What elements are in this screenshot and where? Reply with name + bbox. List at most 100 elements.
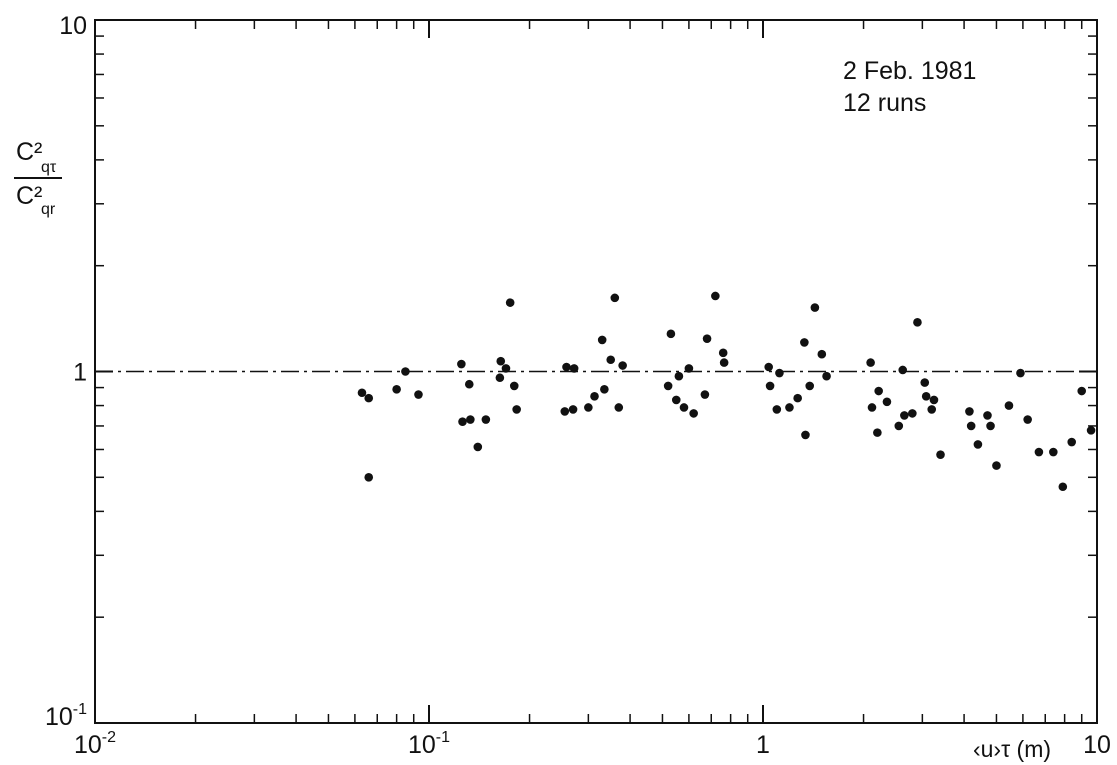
data-point — [874, 386, 883, 396]
data-point — [597, 335, 607, 345]
data-point — [481, 415, 491, 424]
data-point — [689, 409, 698, 418]
data-point — [674, 371, 684, 381]
data-point — [936, 450, 945, 459]
data-point — [684, 364, 694, 373]
data-point — [364, 393, 374, 403]
data-point — [775, 368, 784, 378]
data-point — [764, 362, 773, 372]
data-point — [584, 403, 593, 412]
annotation-runs: 12 runs — [843, 89, 926, 117]
data-point — [614, 403, 624, 412]
y-label-numerator-sub: qτ — [41, 159, 57, 176]
data-point — [466, 415, 475, 424]
data-point — [992, 461, 1001, 470]
data-point — [1034, 447, 1044, 457]
data-point — [509, 381, 519, 391]
data-point — [800, 338, 809, 347]
data-point — [392, 384, 401, 394]
data-point — [772, 405, 782, 414]
data-point — [873, 428, 882, 437]
data-point — [357, 388, 367, 398]
y-label-denominator-sub: qr — [41, 201, 56, 218]
data-point — [560, 407, 570, 416]
data-point — [610, 293, 620, 303]
data-point — [927, 405, 937, 414]
data-point — [921, 392, 931, 401]
x-axis-label: ‹u›τ (m) — [973, 736, 1051, 762]
data-point — [505, 298, 515, 307]
data-point — [965, 407, 974, 416]
data-point — [458, 417, 467, 426]
data-point — [702, 334, 712, 343]
data-point — [822, 371, 831, 381]
data-point — [719, 358, 729, 367]
data-point — [900, 411, 909, 420]
y-label-numerator: C² — [16, 138, 42, 166]
data-point — [700, 390, 710, 399]
data-point — [718, 348, 728, 358]
data-point — [618, 361, 627, 370]
data-point — [785, 403, 794, 412]
data-point — [913, 318, 922, 327]
data-point — [364, 473, 374, 482]
y-axis-label: C² qτ C² qr — [14, 138, 62, 218]
y-label-denominator: C² — [16, 182, 42, 210]
data-point — [1023, 415, 1032, 424]
data-points — [357, 291, 1096, 492]
x-tick-label: 10-2 — [74, 729, 116, 759]
data-point — [920, 378, 930, 387]
data-point — [569, 364, 579, 373]
y-tick-label: 1 — [73, 359, 87, 387]
data-point — [473, 442, 483, 452]
data-point — [805, 381, 815, 391]
data-point — [663, 381, 673, 391]
data-point — [908, 409, 917, 418]
data-point — [1077, 386, 1087, 396]
data-point — [600, 384, 609, 394]
data-point — [801, 430, 810, 440]
data-point — [457, 359, 466, 369]
data-point — [810, 303, 820, 312]
data-point — [1016, 368, 1025, 378]
data-point — [973, 440, 983, 449]
data-point — [1067, 437, 1077, 447]
minor-ticks — [95, 20, 1097, 723]
data-point — [671, 395, 681, 405]
data-point — [866, 358, 875, 367]
data-point — [495, 373, 505, 383]
data-point — [562, 362, 571, 372]
data-point — [894, 421, 904, 431]
x-tick-label: 10-1 — [408, 729, 450, 759]
data-point — [1086, 426, 1096, 435]
annotation-date: 2 Feb. 1981 — [843, 57, 976, 85]
data-point — [501, 364, 511, 373]
data-point — [606, 355, 616, 365]
data-point — [1004, 401, 1014, 410]
data-point — [496, 356, 506, 366]
data-point — [464, 379, 474, 389]
data-point — [898, 365, 908, 375]
data-point — [1049, 447, 1058, 457]
x-tick-label: 1 — [756, 731, 770, 759]
data-point — [1058, 482, 1068, 492]
data-point — [590, 392, 599, 401]
data-point — [711, 291, 720, 301]
y-tick-label: 10 — [59, 12, 87, 40]
data-point — [966, 421, 976, 431]
data-point — [867, 403, 877, 412]
data-point — [666, 329, 676, 339]
data-point — [817, 349, 827, 359]
data-point — [986, 421, 995, 431]
data-point — [568, 405, 578, 414]
data-point — [765, 381, 775, 391]
data-point — [882, 397, 892, 407]
data-point — [401, 367, 410, 376]
data-point — [983, 411, 992, 420]
y-tick-label: 10-1 — [45, 701, 87, 731]
x-tick-label: 10 — [1083, 731, 1111, 759]
data-point — [512, 405, 521, 414]
data-point — [929, 395, 939, 405]
